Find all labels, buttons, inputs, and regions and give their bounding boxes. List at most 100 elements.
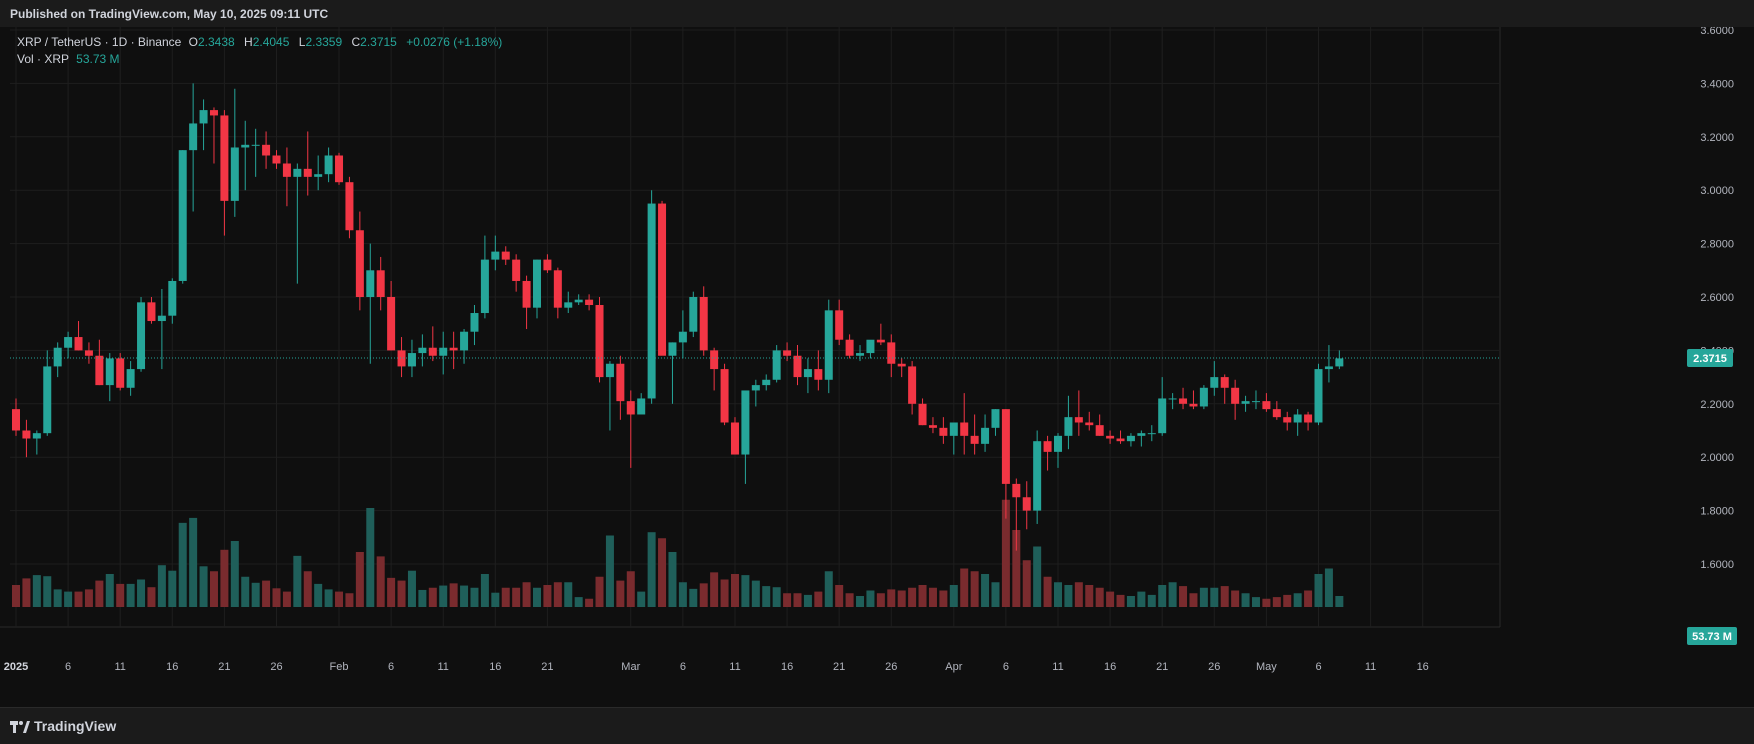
volume-bar xyxy=(783,593,792,607)
candle-body xyxy=(355,230,364,297)
date-tick-label: 6 xyxy=(65,661,71,673)
volume-bar xyxy=(960,568,969,607)
candle-body xyxy=(418,347,427,354)
volume-bar xyxy=(720,579,729,607)
volume-bar xyxy=(1189,593,1198,607)
tradingview-logo-icon xyxy=(10,721,30,733)
volume-bar xyxy=(22,578,31,607)
volume-bar xyxy=(668,552,677,607)
volume-bar xyxy=(647,532,656,607)
volume-bar xyxy=(209,571,218,607)
volume-bar xyxy=(157,565,166,607)
volume-bar xyxy=(730,574,739,607)
candle-body xyxy=(1241,401,1250,404)
volume-bar xyxy=(324,589,333,607)
candle-body xyxy=(251,144,260,146)
volume-bar xyxy=(658,538,667,607)
candle-body xyxy=(512,259,521,281)
volume-bar xyxy=(1272,597,1281,607)
volume-bar xyxy=(1283,594,1292,607)
brand-name: TradingView xyxy=(34,718,117,734)
chart-area[interactable]: 3.6000 3.4000 3.2000 3.0000 2.8000 2.6000 2.40… xyxy=(0,27,1754,707)
volume-bar xyxy=(1210,587,1219,607)
candle-body xyxy=(1106,435,1115,439)
volume-bar xyxy=(501,587,510,607)
candle-body xyxy=(293,168,302,177)
candle-body xyxy=(116,358,125,388)
close-value: 2.3715 xyxy=(360,35,397,49)
candle-body xyxy=(1158,398,1167,434)
volume-bar xyxy=(1158,585,1167,607)
candle-body xyxy=(637,398,646,415)
candle-body xyxy=(449,347,458,351)
volume-bar xyxy=(887,589,896,607)
volume-bar xyxy=(1231,590,1240,607)
candle-body xyxy=(585,299,594,306)
volume-bar xyxy=(762,586,771,607)
candle-body xyxy=(1304,414,1313,423)
volume-bar xyxy=(43,576,52,607)
volume-bar xyxy=(1335,596,1344,607)
volume-bar xyxy=(147,587,156,607)
candle-body xyxy=(1064,417,1073,436)
candle-body xyxy=(762,379,771,386)
price-tick-label: 2.2000 xyxy=(1700,399,1734,411)
low-label: L xyxy=(298,35,306,49)
date-tick-label: 11 xyxy=(438,661,449,673)
candle-body xyxy=(1262,401,1271,410)
candle-body xyxy=(1189,403,1198,407)
candle-body xyxy=(1251,401,1260,403)
price-axis: 3.60003.40003.20003.00002.80002.60002.40… xyxy=(1700,27,1734,571)
candle-body xyxy=(1272,409,1281,418)
volume-bar xyxy=(449,583,458,607)
price-tick-label: 3.0000 xyxy=(1700,185,1734,197)
candle-body xyxy=(376,270,385,297)
volume-bar xyxy=(1199,587,1208,607)
candle-body xyxy=(783,350,792,356)
volume-bar xyxy=(74,591,83,607)
candle-body xyxy=(1074,417,1083,423)
candle-body xyxy=(928,425,937,428)
volume-bar xyxy=(303,571,312,607)
candle-body xyxy=(668,342,677,356)
grid-lines xyxy=(0,27,1501,628)
candle-body xyxy=(1054,435,1062,452)
volume-bar xyxy=(397,580,406,607)
date-tick-label: 21 xyxy=(541,661,553,673)
date-tick-label: 11 xyxy=(729,661,740,673)
volume-bar xyxy=(178,522,187,607)
candle-body xyxy=(460,331,469,351)
high-label: H xyxy=(244,35,253,49)
volume-label[interactable]: Vol · XRP xyxy=(17,52,69,66)
candle-body xyxy=(407,353,416,367)
candle-body xyxy=(887,342,896,364)
volume-bar xyxy=(699,583,708,607)
candle-body xyxy=(1324,366,1333,370)
volume-bar xyxy=(751,580,760,607)
candle-body xyxy=(981,427,990,444)
volume-bar xyxy=(689,588,698,607)
candle-body xyxy=(1095,425,1104,436)
legend-volume-row: Vol · XRP 53.73 M xyxy=(17,51,508,68)
candle-body xyxy=(835,310,844,340)
volume-bar xyxy=(553,582,562,607)
volume-bar xyxy=(407,570,416,607)
volume-bar xyxy=(439,585,448,607)
last-price-badge: 2.3715 xyxy=(1687,349,1733,368)
symbol-label[interactable]: XRP / TetherUS · 1D · Binance xyxy=(17,35,182,49)
volume-bar xyxy=(991,582,1000,607)
date-tick-label: 26 xyxy=(885,661,897,673)
candle-body xyxy=(793,355,802,378)
tradingview-logo[interactable]: TradingView xyxy=(10,718,116,734)
volume-bar xyxy=(460,585,469,607)
volume-bar xyxy=(1251,597,1260,607)
candle-body xyxy=(303,168,312,177)
price-chart[interactable]: 3.6000 3.4000 3.2000 3.0000 2.8000 2.6000 2.40… xyxy=(0,27,1754,707)
candle-body xyxy=(1293,414,1302,423)
volume-badge: 53.73 M xyxy=(1687,627,1737,645)
price-tick-label: 2.0000 xyxy=(1700,452,1734,464)
volume-bar xyxy=(741,575,750,607)
candle-body xyxy=(137,302,146,370)
candle-body xyxy=(678,331,687,343)
volume-bar xyxy=(616,580,625,607)
